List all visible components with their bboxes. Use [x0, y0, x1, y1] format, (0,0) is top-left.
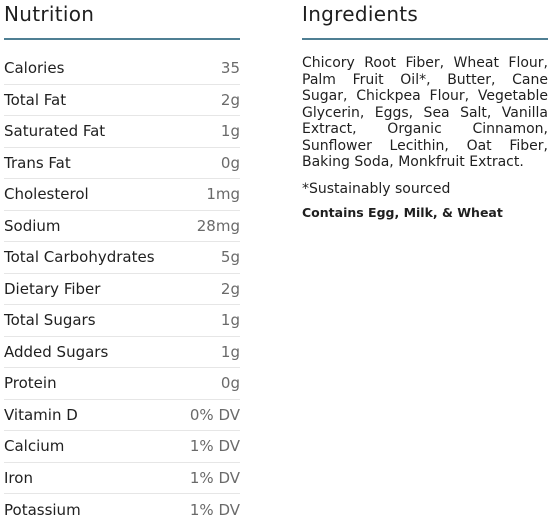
allergen-statement: Contains Egg, Milk, & Wheat [302, 204, 503, 220]
nutrient-label: Calcium [4, 437, 65, 456]
nutrition-row: Total Fat 2g [4, 85, 240, 116]
nutrition-title: Nutrition [4, 0, 240, 40]
nutrient-value: 2g [220, 90, 240, 109]
nutrient-label: Potassium [4, 500, 81, 519]
nutrient-label: Sodium [4, 216, 61, 235]
nutrient-value: 2g [220, 279, 240, 298]
nutrition-row: Sodium 28mg [4, 211, 240, 242]
nutrient-value: 1% DV [189, 468, 240, 487]
nutrient-value: 35 [220, 59, 240, 78]
nutrient-label: Trans Fat [4, 153, 71, 172]
nutrition-panel: Nutrition Calories 35 Total Fat 2g Satur… [4, 0, 240, 526]
nutrient-label: Dietary Fiber [4, 279, 101, 298]
sustainability-note: *Sustainably sourced [302, 180, 451, 197]
nutrient-label: Saturated Fat [4, 122, 106, 141]
nutrition-row: Trans Fat 0g [4, 148, 240, 179]
nutrition-row: Saturated Fat 1g [4, 116, 240, 148]
ingredients-text: Chicory Root Fiber, Wheat Flour, Palm Fr… [302, 55, 548, 170]
nutrient-value: 1g [220, 122, 240, 141]
nutrient-value: 1mg [206, 185, 240, 204]
nutrition-row: Iron 1% DV [4, 463, 240, 494]
nutrition-row: Total Carbohydrates 5g [4, 242, 240, 274]
nutrient-value: 1% DV [189, 500, 240, 519]
nutrition-row: Calories 35 [4, 53, 240, 85]
nutrient-label: Total Sugars [4, 311, 96, 330]
nutrition-row: Added Sugars 1g [4, 337, 240, 368]
nutrient-label: Vitamin D [4, 405, 78, 424]
nutrient-value: 1g [220, 342, 240, 361]
nutrition-list: Calories 35 Total Fat 2g Saturated Fat 1… [4, 53, 240, 526]
nutrition-row: Cholesterol 1mg [4, 179, 240, 211]
nutrient-value: 28mg [196, 216, 240, 235]
nutrient-value: 0g [220, 153, 240, 172]
nutrition-row: Vitamin D 0% DV [4, 400, 240, 431]
ingredients-panel: Ingredients Chicory Root Fiber, Wheat Fl… [302, 0, 548, 220]
nutrient-label: Cholesterol [4, 185, 89, 204]
nutrient-label: Calories [4, 59, 65, 78]
nutrient-label: Total Fat [4, 90, 67, 109]
nutrition-row: Dietary Fiber 2g [4, 274, 240, 305]
ingredients-title: Ingredients [302, 0, 548, 40]
nutrient-value: 1% DV [189, 437, 240, 456]
nutrient-value: 1g [220, 311, 240, 330]
nutrient-value: 5g [220, 248, 240, 267]
nutrition-row: Total Sugars 1g [4, 305, 240, 337]
nutrient-value: 0% DV [189, 405, 240, 424]
nutrition-row: Potassium 1% DV [4, 494, 240, 526]
nutrient-label: Added Sugars [4, 342, 109, 361]
nutrient-value: 0g [220, 374, 240, 393]
nutrient-label: Iron [4, 468, 33, 487]
nutrient-label: Total Carbohydrates [4, 248, 155, 267]
nutrition-row: Protein 0g [4, 368, 240, 400]
nutrient-label: Protein [4, 374, 57, 393]
nutrition-row: Calcium 1% DV [4, 431, 240, 463]
